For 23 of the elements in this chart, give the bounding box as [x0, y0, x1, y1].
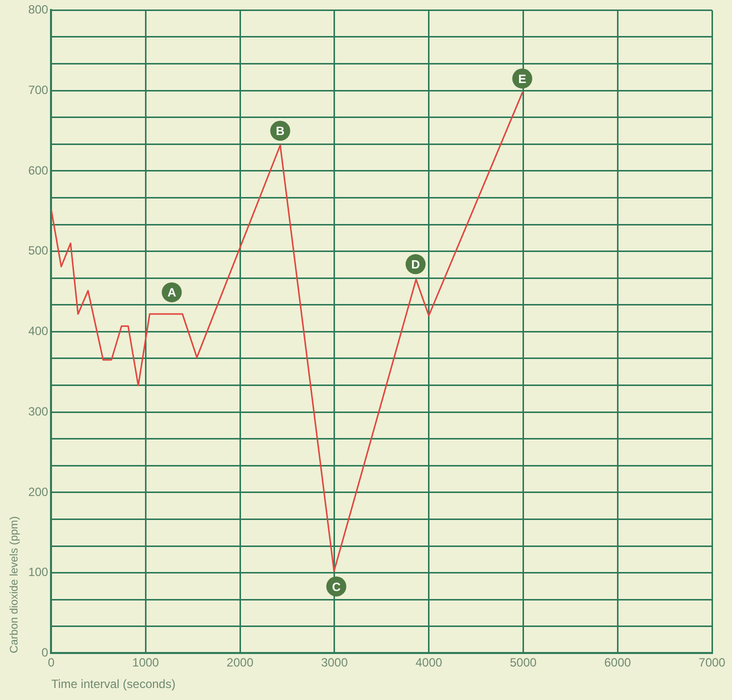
y-tick-label: 0 — [42, 646, 49, 660]
annotation: B — [276, 124, 285, 138]
y-tick-label: 700 — [28, 82, 49, 97]
y-axis-title: Carbon dioxide levels (ppm) — [8, 516, 21, 654]
y-tick-label: 100 — [28, 565, 49, 580]
y-tick-label: 200 — [28, 484, 49, 499]
x-tick-label: 7000 — [698, 656, 726, 670]
x-tick-label: 2000 — [226, 656, 254, 670]
annotation: E — [518, 72, 526, 86]
x-tick-label: 6000 — [604, 656, 632, 670]
y-tick-label: 800 — [28, 2, 49, 17]
x-axis-title: Time interval (seconds) — [51, 677, 176, 692]
x-tick-label: 3000 — [321, 656, 348, 670]
x-tick-label: 5000 — [510, 656, 537, 670]
annotation: A — [167, 286, 176, 300]
y-tick-label: 500 — [28, 244, 49, 258]
annotation: C — [332, 580, 341, 594]
x-tick-label: 1000 — [132, 656, 160, 670]
x-tick-label: 4000 — [415, 656, 442, 670]
y-tick-label: 400 — [28, 324, 49, 338]
annotation: D — [411, 257, 420, 272]
y-tick-label: 600 — [28, 163, 49, 178]
y-tick-label: 300 — [28, 404, 49, 418]
